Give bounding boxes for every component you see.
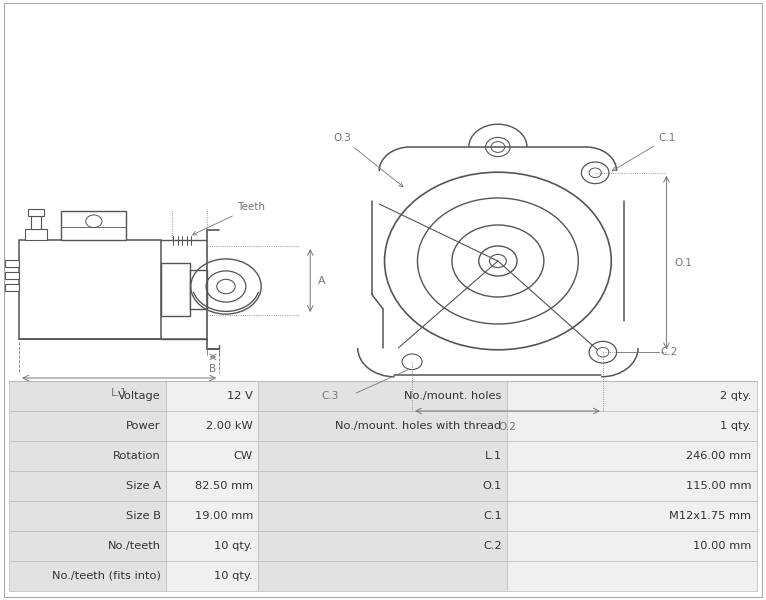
- Text: 10.00 mm: 10.00 mm: [693, 541, 751, 551]
- Bar: [507, 561, 757, 591]
- Bar: [190, 270, 207, 309]
- Bar: [166, 381, 258, 411]
- Text: C.1: C.1: [612, 133, 676, 171]
- Bar: [258, 441, 507, 471]
- Bar: [258, 411, 507, 441]
- Text: Rotation: Rotation: [113, 451, 161, 461]
- Text: 115.00 mm: 115.00 mm: [686, 481, 751, 491]
- Text: Teeth: Teeth: [192, 202, 266, 235]
- Bar: [166, 561, 258, 591]
- Bar: [9, 561, 166, 591]
- Bar: [166, 531, 258, 561]
- Bar: [166, 411, 258, 441]
- Bar: [507, 411, 757, 441]
- Bar: [61, 211, 126, 240]
- Bar: [9, 381, 166, 411]
- Text: 2.00 kW: 2.00 kW: [206, 421, 253, 431]
- Bar: [166, 441, 258, 471]
- Text: L.1: L.1: [110, 388, 128, 398]
- Bar: [9, 501, 166, 531]
- Text: 246.00 mm: 246.00 mm: [686, 451, 751, 461]
- Bar: [166, 471, 258, 501]
- Bar: [9, 441, 166, 471]
- Bar: [258, 381, 507, 411]
- Bar: [5, 272, 19, 279]
- Text: 10 qty.: 10 qty.: [214, 571, 253, 581]
- Bar: [5, 284, 19, 291]
- Text: Size A: Size A: [126, 481, 161, 491]
- Text: O.1: O.1: [483, 481, 502, 491]
- Bar: [9, 411, 166, 441]
- Text: No./mount. holes: No./mount. holes: [404, 391, 502, 401]
- Text: L.1: L.1: [485, 451, 502, 461]
- Text: Size B: Size B: [126, 511, 161, 521]
- Text: 2 qty.: 2 qty.: [720, 391, 751, 401]
- Text: C.1: C.1: [483, 511, 502, 521]
- Bar: [28, 209, 44, 216]
- Text: 1 qty.: 1 qty.: [720, 421, 751, 431]
- Text: M12x1.75 mm: M12x1.75 mm: [669, 511, 751, 521]
- Text: 82.50 mm: 82.50 mm: [195, 481, 253, 491]
- Bar: [25, 229, 47, 240]
- Bar: [161, 263, 190, 316]
- Text: Power: Power: [126, 421, 161, 431]
- Text: Voltage: Voltage: [118, 391, 161, 401]
- Bar: [5, 260, 19, 267]
- Text: 10 qty.: 10 qty.: [214, 541, 253, 551]
- Text: C.2: C.2: [660, 347, 678, 357]
- Text: 19.00 mm: 19.00 mm: [195, 511, 253, 521]
- Bar: [258, 531, 507, 561]
- Bar: [507, 531, 757, 561]
- Text: 12 V: 12 V: [227, 391, 253, 401]
- Text: O.2: O.2: [499, 422, 516, 432]
- Text: A: A: [318, 275, 326, 286]
- Text: O.3: O.3: [333, 133, 403, 187]
- Text: C.2: C.2: [483, 541, 502, 551]
- Bar: [258, 561, 507, 591]
- Bar: [507, 441, 757, 471]
- Bar: [258, 501, 507, 531]
- Bar: [507, 501, 757, 531]
- Bar: [9, 531, 166, 561]
- Text: No./mount. holes with thread: No./mount. holes with thread: [336, 421, 502, 431]
- Bar: [9, 471, 166, 501]
- Text: C.3: C.3: [322, 391, 339, 401]
- Bar: [258, 471, 507, 501]
- Text: CW: CW: [234, 451, 253, 461]
- Text: No./teeth (fits into): No./teeth (fits into): [52, 571, 161, 581]
- Text: No./teeth: No./teeth: [108, 541, 161, 551]
- Text: O.1: O.1: [674, 257, 692, 268]
- Bar: [19, 240, 161, 339]
- Bar: [166, 501, 258, 531]
- Bar: [507, 381, 757, 411]
- Bar: [31, 216, 41, 229]
- Text: B: B: [209, 364, 217, 374]
- Bar: [507, 471, 757, 501]
